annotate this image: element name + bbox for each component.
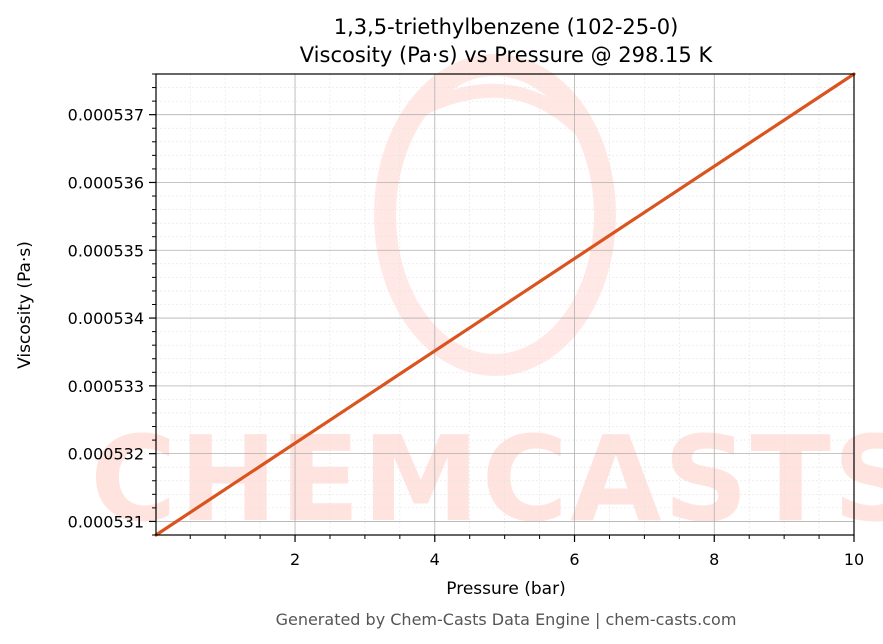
footer-credit: Generated by Chem-Casts Data Engine | ch… — [276, 610, 737, 629]
chart-subtitle: Viscosity (Pa·s) vs Pressure @ 298.15 K — [300, 43, 714, 67]
x-tick-label: 6 — [569, 550, 579, 569]
y-tick-label: 0.000535 — [68, 241, 144, 260]
y-tick-label: 0.000534 — [68, 309, 144, 328]
watermark-logo — [374, 54, 616, 376]
watermark-text: CHEMCASTS — [90, 410, 883, 548]
x-tick-label: 4 — [430, 550, 440, 569]
y-tick-label: 0.000536 — [68, 173, 144, 192]
y-tick-label: 0.000531 — [68, 512, 144, 531]
x-tick-label: 10 — [844, 550, 864, 569]
chart-title: 1,3,5-triethylbenzene (102-25-0) — [334, 15, 679, 39]
y-tick-label: 0.000532 — [68, 445, 144, 464]
y-axis-ticks: 0.000531 0.000532 0.000533 0.000534 0.000535… — [68, 73, 156, 536]
major-gridlines — [156, 74, 855, 535]
x-tick-label: 8 — [709, 550, 719, 569]
series-layer — [154, 72, 856, 537]
y-tick-label: 0.000533 — [68, 377, 144, 396]
y-axis-label: Viscosity (Pa·s) — [15, 241, 35, 369]
series-line — [154, 72, 856, 537]
y-tick-label: 0.000537 — [68, 106, 144, 125]
chemcasts-watermark: CHEMCASTS — [90, 54, 883, 548]
x-axis-label: Pressure (bar) — [446, 579, 565, 599]
x-axis-ticks: 2 4 6 8 10 — [189, 535, 864, 569]
x-tick-label: 2 — [290, 550, 300, 569]
